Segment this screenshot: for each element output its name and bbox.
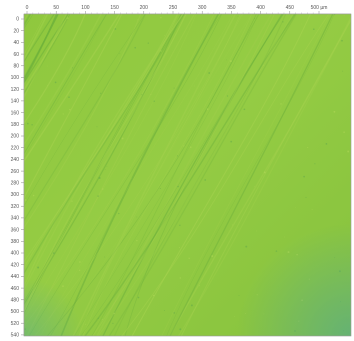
y-tick-label: 400 [11, 251, 20, 257]
y-tick-label: 540 [11, 333, 20, 339]
y-tick-label: 40 [13, 40, 19, 46]
y-tick-label: 420 [11, 262, 20, 268]
y-tick-label: 20 [13, 28, 19, 34]
x-tick-label: 250 [169, 5, 178, 11]
y-tick-label: 120 [11, 87, 20, 93]
y-tick-label: 380 [11, 239, 20, 245]
y-tick-label: 520 [11, 321, 20, 327]
x-tick-label: 200 [140, 5, 149, 11]
y-axis: 0 20 40 60 80 100 120 140 160 180 200 220 240 260 280 3… [11, 14, 24, 339]
y-tick-label: 180 [11, 122, 20, 128]
x-tick-label: 50 [53, 5, 59, 11]
y-tick-label: 480 [11, 298, 20, 304]
x-tick-label: 150 [110, 5, 119, 11]
y-tick-label: 500 [11, 309, 20, 315]
y-tick-label: 460 [11, 286, 20, 292]
y-tick-label: 60 [13, 52, 19, 58]
y-tick-label: 360 [11, 227, 20, 233]
x-tick-label: 300 [198, 5, 207, 11]
y-tick-label: 300 [11, 192, 20, 198]
x-tick-label: 500 µm [311, 5, 328, 11]
x-tick-label: 100 [81, 5, 90, 11]
y-tick-label: 220 [11, 145, 20, 151]
x-axis: 0 50 100 150 200 250 300 350 400 450 500 µm [24, 5, 351, 14]
y-tick-label: 100 [11, 75, 20, 81]
x-tick-label: 450 [286, 5, 295, 11]
y-tick-label: 80 [13, 64, 19, 70]
y-tick-label: 440 [11, 274, 20, 280]
y-tick-label: 320 [11, 204, 20, 210]
y-tick-label: 0 [16, 17, 19, 23]
y-tick-label: 280 [11, 181, 20, 187]
x-tick-label: 0 [26, 5, 29, 11]
y-tick-label: 260 [11, 169, 20, 175]
y-tick-label: 200 [11, 134, 20, 140]
surface-image [0, 10, 354, 341]
x-tick-label: 350 [227, 5, 236, 11]
y-tick-label: 140 [11, 99, 20, 105]
y-tick-label: 340 [11, 216, 20, 222]
x-tick-label: 400 [256, 5, 265, 11]
y-tick-label: 160 [11, 110, 20, 116]
y-tick-label: 240 [11, 157, 20, 163]
